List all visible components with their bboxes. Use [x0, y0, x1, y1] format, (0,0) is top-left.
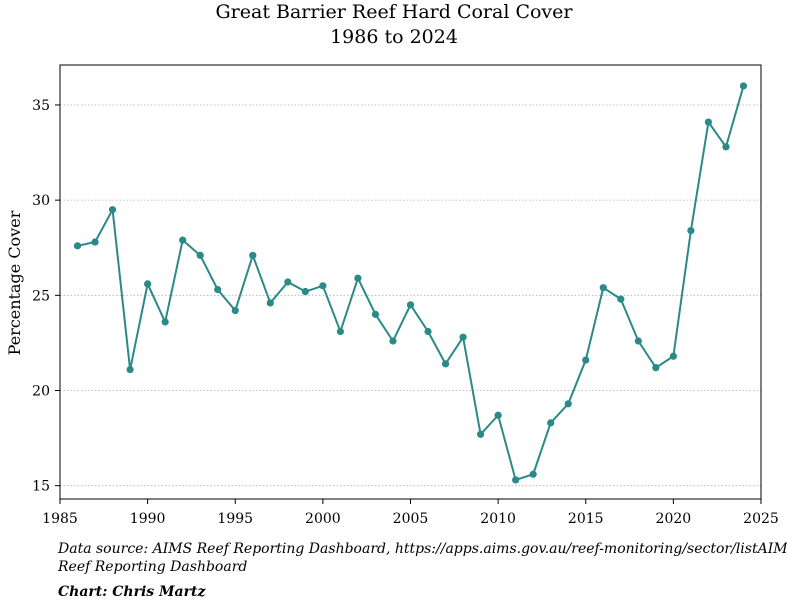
y-tick-label: 25	[32, 288, 50, 304]
data-point	[319, 282, 327, 290]
data-point	[512, 476, 520, 484]
x-tick-label: 2025	[743, 511, 779, 527]
x-tick-label: 1995	[217, 511, 253, 527]
chart-title: Great Barrier Reef Hard Coral Cover	[216, 1, 574, 23]
y-tick-label: 15	[32, 479, 50, 495]
data-point	[301, 287, 309, 296]
y-tick-label: 30	[32, 193, 50, 209]
data-point	[424, 327, 432, 336]
data-point	[459, 333, 467, 341]
data-point	[599, 284, 607, 292]
chart-subtitle: 1986 to 2024	[330, 26, 458, 48]
data-point	[266, 299, 274, 307]
data-point	[73, 242, 82, 250]
data-point	[108, 206, 117, 214]
series-layer	[77, 85, 745, 481]
grid-layer	[60, 104, 761, 487]
y-axis-label: Percentage Cover	[5, 210, 24, 355]
data-point	[161, 318, 169, 326]
points-layer	[73, 82, 748, 484]
data-point	[617, 295, 625, 303]
data-point	[144, 280, 152, 288]
source-line-2: Reef Reporting Dashboard	[57, 559, 247, 575]
x-tick-label: 2005	[393, 511, 429, 527]
y-tick-label: 35	[32, 98, 50, 114]
data-point	[547, 419, 555, 427]
data-point	[494, 411, 502, 419]
x-tick-label: 1985	[42, 511, 78, 527]
data-point	[634, 337, 642, 345]
series-line	[77, 85, 745, 481]
plot-frame	[59, 64, 762, 500]
x-tick-label: 2015	[568, 511, 604, 527]
data-point	[371, 310, 380, 318]
axes-layer: 1985 1990 1995 2000 2005 2010 2015 2020 20251520…	[32, 64, 779, 527]
data-point	[529, 470, 537, 478]
data-point	[196, 251, 204, 259]
data-point	[652, 364, 660, 372]
data-point	[669, 352, 677, 360]
data-point	[406, 301, 415, 309]
data-point	[91, 238, 99, 246]
data-point	[739, 82, 748, 90]
data-point	[441, 360, 450, 368]
data-point	[477, 430, 485, 438]
data-point	[284, 278, 292, 286]
data-point	[126, 365, 134, 374]
x-tick-label: 2020	[656, 511, 692, 527]
chart-credit: Chart: Chris Martz	[58, 584, 206, 600]
data-point	[582, 356, 590, 364]
data-point	[354, 274, 362, 282]
x-tick-label: 2000	[305, 511, 341, 527]
data-point	[722, 143, 730, 151]
data-point	[704, 118, 713, 126]
data-point	[389, 337, 397, 345]
data-point	[231, 306, 239, 315]
data-point	[687, 227, 695, 235]
y-tick-label: 20	[32, 384, 50, 400]
data-point	[336, 327, 344, 336]
data-point	[214, 286, 222, 294]
data-point	[564, 400, 572, 408]
x-tick-label: 2010	[480, 511, 516, 527]
x-tick-label: 1990	[130, 511, 166, 527]
data-point	[179, 236, 187, 244]
data-point	[249, 251, 257, 259]
source-line-1: Data source: AIMS Reef Reporting Dashboa…	[57, 541, 787, 557]
